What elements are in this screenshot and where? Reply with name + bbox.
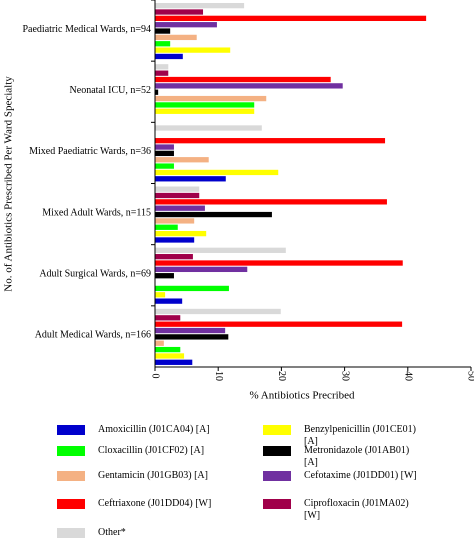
legend-label: Ceftriaxone (J01DD04) [W] bbox=[98, 498, 212, 509]
bar bbox=[155, 346, 181, 353]
bar bbox=[155, 186, 200, 192]
y-tick-label: Paediatric Medical Wards, n=94 bbox=[22, 24, 151, 35]
bar bbox=[155, 321, 403, 327]
x-tick-label: 40 bbox=[403, 371, 414, 381]
bar bbox=[155, 308, 281, 315]
bar bbox=[155, 144, 174, 150]
legend-item: Ceftriaxone (J01DD04) [W] bbox=[57, 498, 247, 510]
bar bbox=[155, 176, 226, 182]
legend-item: Metronidazole (J01AB01) [A] bbox=[263, 445, 438, 469]
x-tick-label: 20 bbox=[276, 371, 287, 381]
bar bbox=[155, 157, 209, 163]
y-tick-label: Neonatal ICU, n=52 bbox=[70, 85, 151, 96]
legend-swatch bbox=[57, 499, 85, 509]
bar bbox=[155, 199, 387, 205]
legend-label: Gentamicin (J01GB03) [A] bbox=[98, 470, 208, 481]
legend-item: Cefotaxime (J01DD01) [W] bbox=[263, 470, 438, 482]
y-axis-label: No. of Antibiotics Prescribed Per Ward S… bbox=[3, 76, 15, 292]
bar bbox=[155, 34, 197, 41]
bar bbox=[155, 260, 403, 266]
bar bbox=[155, 150, 174, 157]
legend-label: Benzylpenicillin (J01CE01) [A] bbox=[304, 424, 416, 447]
bar bbox=[155, 247, 286, 253]
legend-item: Ciprofloxacin (J01MA02) [W] bbox=[263, 498, 438, 522]
x-axis-label: % Antibiotics Precribed bbox=[249, 390, 355, 402]
legend-swatch bbox=[263, 471, 291, 481]
legend-swatch bbox=[57, 471, 85, 481]
legend-item: Cloxacillin (J01CF02) [A] bbox=[57, 445, 247, 457]
bar bbox=[155, 41, 171, 47]
bar bbox=[155, 163, 174, 169]
legend-swatch bbox=[57, 425, 85, 435]
y-tick-label: Adult Surgical Wards, n=69 bbox=[39, 269, 151, 280]
bar bbox=[155, 237, 195, 243]
bar bbox=[155, 224, 178, 230]
legend-label: Metronidazole (J01AB01) [A] bbox=[304, 445, 410, 468]
bar bbox=[155, 218, 195, 224]
bar bbox=[155, 353, 185, 359]
bar bbox=[155, 70, 169, 76]
bar bbox=[155, 47, 231, 53]
legend-item: Benzylpenicillin (J01CE01) [A] bbox=[263, 424, 438, 448]
legend-label: Cefotaxime (J01DD01) [W] bbox=[304, 470, 417, 481]
bar bbox=[155, 169, 279, 176]
bar bbox=[155, 292, 166, 298]
legend-label: Cloxacillin (J01CF02) [A] bbox=[98, 445, 205, 456]
bar bbox=[155, 334, 229, 340]
legend-label: Amoxicillin (J01CA04) [A] bbox=[98, 424, 210, 435]
chart: % Antibiotics Precribed No. of Antibioti… bbox=[3, 0, 474, 402]
bar bbox=[155, 76, 331, 83]
bar bbox=[155, 28, 171, 34]
bar bbox=[155, 138, 386, 144]
bar bbox=[155, 89, 159, 95]
bar bbox=[155, 53, 183, 60]
legend-item: Amoxicillin (J01CA04) [A] bbox=[57, 424, 247, 436]
legend-swatch bbox=[57, 528, 85, 538]
bar bbox=[155, 125, 262, 131]
legend-label: Ciprofloxacin (J01MA02) [W] bbox=[304, 498, 409, 521]
legend-label: Other* bbox=[98, 527, 126, 538]
x-tick-label: 30 bbox=[339, 371, 350, 381]
legend-item: Gentamicin (J01GB03) [A] bbox=[57, 470, 247, 482]
bar bbox=[155, 273, 174, 279]
bar bbox=[155, 211, 272, 218]
y-tick-label: Adult Medical Wards, n=166 bbox=[35, 330, 151, 341]
bar bbox=[155, 254, 193, 260]
bar bbox=[155, 192, 200, 199]
bar bbox=[155, 327, 226, 334]
x-tick-label: 50 bbox=[466, 371, 474, 381]
legend-swatch bbox=[263, 425, 291, 435]
legend-swatch bbox=[263, 446, 291, 456]
bar bbox=[155, 340, 164, 346]
legend-item: Other* bbox=[57, 527, 247, 539]
bar bbox=[155, 9, 204, 15]
bar bbox=[155, 64, 169, 70]
bar bbox=[155, 108, 255, 114]
bar bbox=[155, 315, 181, 321]
bar bbox=[155, 83, 343, 89]
bar bbox=[155, 266, 248, 273]
bar bbox=[155, 285, 229, 292]
bar bbox=[155, 95, 267, 102]
x-tick-label: 10 bbox=[213, 371, 224, 381]
bar bbox=[155, 102, 255, 108]
bar bbox=[155, 359, 193, 365]
bar bbox=[155, 3, 245, 9]
bar bbox=[155, 15, 427, 22]
y-tick-label: Mixed Adult Wards, n=115 bbox=[42, 207, 151, 218]
bar bbox=[155, 205, 205, 211]
x-tick-label: 0 bbox=[150, 374, 161, 379]
bar bbox=[155, 230, 207, 237]
legend-swatch bbox=[263, 499, 291, 509]
bar bbox=[155, 22, 217, 28]
y-tick-label: Mixed Paediatric Wards, n=36 bbox=[29, 146, 151, 157]
bar bbox=[155, 298, 183, 304]
legend-swatch bbox=[57, 446, 85, 456]
